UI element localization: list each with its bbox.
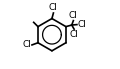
Text: Cl: Cl <box>22 40 31 49</box>
Text: Cl: Cl <box>70 30 79 39</box>
Text: Cl: Cl <box>49 3 58 12</box>
Text: Cl: Cl <box>69 11 78 20</box>
Text: Cl: Cl <box>78 20 87 29</box>
